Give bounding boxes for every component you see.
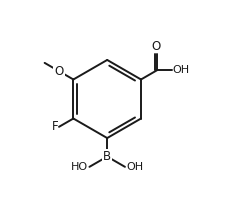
Text: B: B — [103, 150, 111, 163]
Text: OH: OH — [172, 65, 189, 75]
Text: F: F — [51, 120, 58, 133]
Text: OH: OH — [125, 162, 143, 172]
Text: HO: HO — [71, 162, 88, 172]
Text: O: O — [151, 40, 160, 53]
Text: O: O — [54, 65, 63, 78]
